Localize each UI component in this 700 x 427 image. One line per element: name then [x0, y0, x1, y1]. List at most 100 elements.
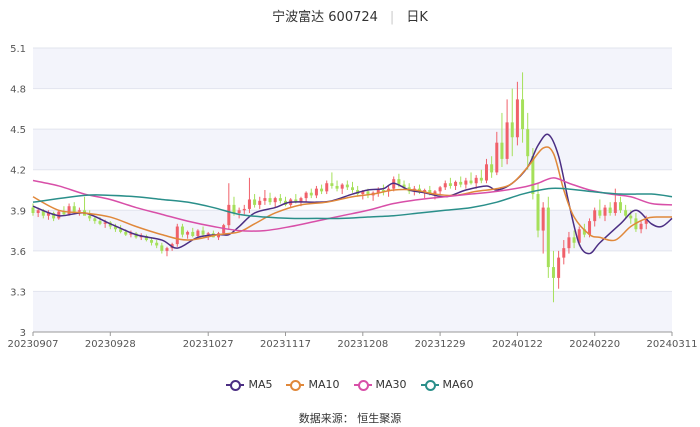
candle-body [366, 191, 370, 196]
series-line-ma10 [32, 146, 673, 242]
candle-body [624, 210, 628, 216]
candle-body [222, 225, 226, 234]
x-tick-label: 20240311 [647, 339, 698, 350]
candle-body [526, 129, 530, 157]
candle-body [144, 235, 148, 241]
x-tick-label: 20240220 [569, 339, 620, 350]
candle-body [232, 204, 236, 213]
candle-body [330, 183, 334, 186]
period-label: 日K [406, 10, 428, 25]
candle-body [351, 187, 354, 190]
legend-item-ma5[interactable]: MA5 [226, 378, 272, 391]
candle-body [361, 191, 365, 195]
data-source: 数据来源： 恒生聚源 [298, 412, 402, 425]
stock-name-code: 宁波富达 600724 [272, 10, 378, 25]
candle-body [268, 198, 272, 203]
legend: MA5 MA10 MA30 MA60 [0, 377, 700, 391]
candle-body [402, 184, 406, 188]
candle-body [129, 233, 133, 235]
series-line-ma5 [32, 133, 673, 255]
candle-body [186, 231, 190, 235]
candle-body [557, 257, 561, 278]
candle-body [304, 192, 308, 199]
candle-body [510, 122, 514, 138]
candle-body [438, 187, 442, 192]
candle-body [582, 229, 586, 235]
candle-body [335, 185, 339, 189]
candle-body [155, 242, 159, 246]
candle-body [459, 181, 463, 185]
candle-body [345, 184, 349, 188]
legend-swatch-dot [357, 379, 369, 391]
candle-body [67, 206, 71, 215]
candle-body [603, 207, 607, 216]
candle-body [242, 208, 246, 211]
candle-body [618, 202, 622, 211]
candle-body [448, 183, 452, 186]
candle-body [72, 206, 76, 212]
candle-body [381, 190, 385, 192]
candle-body [278, 198, 282, 201]
candle-body [201, 230, 205, 235]
candle-body [309, 192, 313, 196]
y-tick-label: 4.5 [10, 125, 26, 136]
candle-body [36, 210, 40, 213]
legend-swatch [420, 379, 439, 391]
candle-body [103, 222, 107, 224]
candle-body [165, 248, 169, 251]
candle-body [253, 199, 257, 205]
candle-body [62, 211, 66, 215]
candle-body [237, 210, 241, 213]
x-tick-label: 20240122 [492, 339, 543, 350]
grid-band [33, 129, 672, 170]
series-line-ma30 [32, 177, 673, 232]
candle-body [639, 223, 643, 230]
y-tick-label: 3.6 [10, 247, 26, 258]
grid-band [33, 291, 672, 332]
candle-body [387, 188, 391, 192]
candle-body [258, 200, 262, 205]
candle-body [150, 240, 154, 243]
candle-body [613, 202, 617, 213]
x-tick-label: 20230907 [8, 339, 59, 350]
x-tick-label: 20231208 [337, 339, 388, 350]
legend-swatch [226, 379, 245, 391]
candle-body [41, 210, 45, 216]
candle-body [206, 233, 210, 235]
candle-body [505, 122, 509, 159]
y-tick-label: 3 [20, 328, 26, 339]
legend-item-ma60[interactable]: MA60 [420, 377, 474, 391]
candle-body [320, 188, 324, 192]
legend-swatch [286, 379, 305, 391]
y-tick-label: 3.9 [10, 206, 26, 217]
y-tick-label: 3.3 [10, 287, 26, 298]
candle-body [196, 230, 200, 236]
candle-body [433, 191, 437, 195]
legend-item-ma10[interactable]: MA10 [286, 378, 340, 391]
candle-body [46, 212, 50, 216]
candle-body [521, 99, 525, 130]
candle-body [119, 229, 123, 232]
candle-body [273, 198, 277, 203]
candle-body [294, 199, 298, 203]
grid-band [33, 48, 672, 89]
candle-body [531, 156, 535, 195]
legend-item-ma30[interactable]: MA30 [353, 378, 407, 391]
candle-body [500, 142, 504, 159]
candle-body [546, 207, 550, 268]
title-separator: | [389, 10, 395, 25]
legend-swatch [353, 379, 372, 391]
candle-body [484, 164, 488, 181]
legend-label: MA5 [248, 377, 273, 391]
candle-body [469, 180, 473, 184]
legend-label: MA60 [442, 377, 474, 391]
candle-body [567, 237, 571, 249]
candle-body [562, 248, 566, 258]
series-line-ma60 [32, 187, 673, 220]
y-tick-label: 5.1 [10, 44, 26, 55]
candle-body [113, 226, 117, 230]
candle-body [263, 198, 267, 201]
candle-body [175, 226, 179, 245]
candle-body [454, 181, 458, 186]
